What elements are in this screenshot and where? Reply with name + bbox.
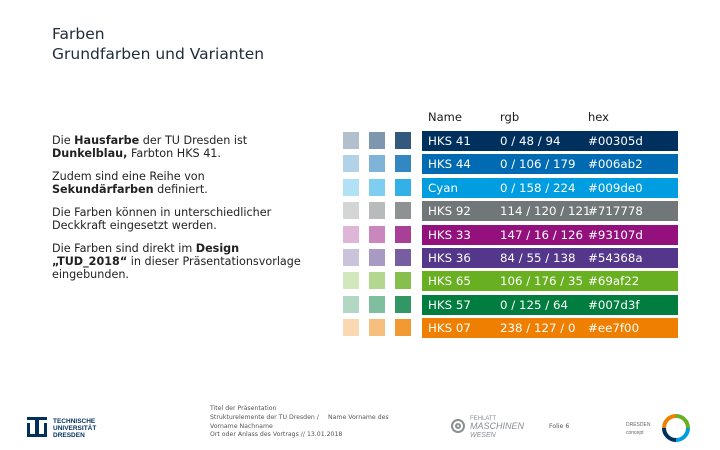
color-swatch — [395, 132, 411, 149]
slide-title: Farben — [52, 25, 105, 43]
fmw-line-1: FEHLATT — [470, 416, 497, 422]
color-hex: #00305d — [588, 134, 643, 148]
color-swatch — [369, 155, 385, 173]
color-name: HKS 57 — [428, 297, 471, 312]
color-swatch — [395, 272, 411, 290]
color-name: HKS 41 — [428, 134, 471, 148]
column-header-hex: hex — [588, 110, 609, 124]
color-swatch — [343, 319, 359, 337]
color-name: Cyan — [428, 180, 458, 195]
color-swatch — [395, 178, 411, 196]
color-rgb: 238 / 127 / 0 — [500, 321, 576, 336]
color-hex: #007d3f — [588, 297, 640, 312]
color-swatch — [369, 272, 385, 290]
tud-logo-line-1: TECHNISCHE — [53, 418, 96, 425]
dresden-line-2: concept — [626, 430, 644, 436]
footer-meta: Titel der Präsentation Strukturelemente … — [210, 405, 342, 440]
color-swatch — [343, 155, 359, 173]
color-hex: #93107d — [588, 227, 643, 242]
intro-paragraph-4: Die Farben sind direkt im Design „TUD_20… — [52, 242, 301, 281]
footer-name: Name Vorname des — [328, 414, 389, 421]
color-row: HKS 57 0 / 125 / 64 #007d3f — [422, 294, 678, 315]
color-hex: #006ab2 — [588, 157, 643, 172]
fmw-logo: FEHLATT MASCHINEN WESEN — [451, 416, 525, 439]
color-rgb: 0 / 106 / 179 — [500, 157, 576, 172]
color-rgb: 0 / 125 / 64 — [500, 297, 568, 312]
dresden-line-1: DRESDEN — [626, 422, 651, 428]
color-hex: #717778 — [588, 204, 643, 219]
color-swatch — [343, 295, 359, 313]
footer-line-1: Titel der Präsentation — [210, 405, 277, 412]
ring-icon — [662, 414, 690, 442]
color-row: HKS 07 238 / 127 / 0 #ee7f00 — [422, 318, 678, 339]
color-name: HKS 65 — [428, 274, 471, 289]
color-name: HKS 33 — [428, 227, 471, 242]
color-swatch — [343, 272, 359, 290]
color-name: HKS 44 — [428, 157, 471, 172]
color-rgb: 0 / 48 / 94 — [500, 134, 561, 148]
color-swatch — [369, 319, 385, 337]
tud-logo-line-2: UNIVERSITÄT — [53, 424, 96, 432]
color-name: HKS 07 — [428, 321, 471, 336]
color-hex: #009de0 — [588, 180, 643, 195]
intro-text: Die Hausfarbe der TU Dresden ist Dunkelb… — [52, 134, 302, 291]
color-rgb: 147 / 16 / 126 — [500, 227, 583, 242]
color-swatch — [395, 155, 411, 173]
color-rgb: 114 / 120 / 121 — [500, 204, 591, 219]
color-swatch — [343, 225, 359, 243]
footer-line-2: Strukturelemente der TU Dresden / — [210, 413, 319, 421]
color-swatch — [369, 132, 385, 149]
color-swatch — [395, 319, 411, 337]
color-rgb: 84 / 55 / 138 — [500, 251, 576, 265]
color-swatch — [343, 178, 359, 196]
color-swatch — [395, 249, 411, 266]
color-swatch — [395, 295, 411, 313]
column-header-rgb: rgb — [500, 110, 520, 124]
color-swatch — [395, 202, 411, 220]
tud-emblem-icon — [27, 417, 47, 437]
color-hex: #ee7f00 — [588, 321, 640, 336]
slide-subtitle: Grundfarben und Varianten — [52, 45, 265, 63]
color-row: HKS 36 84 / 55 / 138 #54368a — [422, 248, 678, 268]
tud-logo: TECHNISCHE UNIVERSITÄT DRESDEN — [27, 417, 96, 439]
color-name: HKS 36 — [428, 251, 471, 265]
color-swatch — [343, 202, 359, 220]
color-swatch — [395, 225, 411, 243]
color-rgb: 106 / 176 / 35 — [500, 274, 583, 289]
color-row: HKS 65 106 / 176 / 35 #69af22 — [422, 271, 678, 292]
color-hex: #54368a — [588, 251, 643, 265]
color-hex: #69af22 — [588, 274, 640, 289]
color-swatch — [369, 202, 385, 220]
intro-paragraph-3: Die Farben können in unterschiedlicher D… — [52, 206, 272, 232]
color-swatch — [369, 225, 385, 243]
color-row: HKS 44 0 / 106 / 179 #006ab2 — [422, 154, 678, 175]
intro-paragraph-2: Zudem sind eine Reihe von Sekundärfarben… — [52, 170, 208, 196]
footer-line-4: Ort oder Anlass des Vortrags // 13.01.20… — [210, 431, 343, 439]
color-row: HKS 33 147 / 16 / 126 #93107d — [422, 224, 678, 245]
color-row: Cyan 0 / 158 / 224 #009de0 — [422, 177, 678, 198]
page-number: Folie 6 — [549, 423, 570, 430]
color-swatch — [343, 132, 359, 149]
color-swatch — [369, 249, 385, 266]
footer-line-3: Vorname Nachname — [210, 422, 273, 430]
fmw-line-3: WESEN — [470, 432, 497, 439]
color-row: HKS 92 114 / 120 / 121 #717778 — [422, 201, 678, 222]
color-name: HKS 92 — [428, 204, 471, 219]
color-rgb: 0 / 158 / 224 — [500, 180, 576, 195]
color-swatch — [343, 249, 359, 266]
intro-paragraph-1: Die Hausfarbe der TU Dresden ist Dunkelb… — [52, 134, 248, 160]
color-swatch — [369, 295, 385, 313]
gear-icon — [451, 419, 465, 433]
fmw-line-2: MASCHINEN — [470, 421, 525, 431]
dresden-concept-logo: DRESDEN concept — [626, 414, 690, 442]
column-header-name: Name — [428, 110, 462, 124]
tud-logo-line-3: DRESDEN — [53, 432, 85, 439]
color-swatch — [369, 178, 385, 196]
color-row: HKS 41 0 / 48 / 94 #00305d — [422, 131, 678, 151]
